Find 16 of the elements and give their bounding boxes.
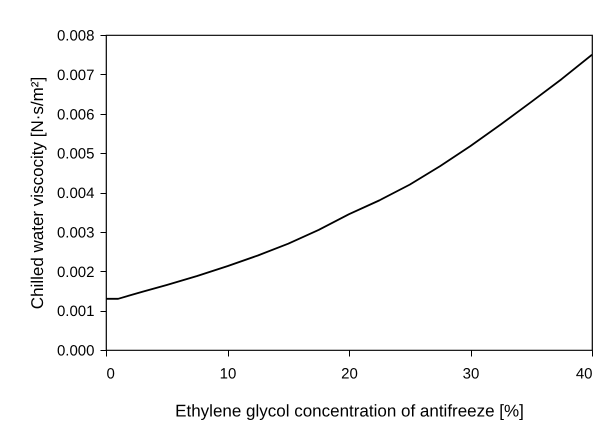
y-axis-title: Chilled water viscocity [N·s/m²] [28, 76, 47, 310]
y-tick-label: 0.002 [56, 264, 94, 281]
x-axis-title: Ethylene glycol concentration of antifreeze [%] [175, 402, 524, 420]
y-tick-label: 0.003 [56, 224, 94, 242]
x-tick-label: 40 [576, 366, 592, 382]
x-tick-label: 0 [106, 366, 115, 382]
x-tick-label: 30 [462, 366, 480, 382]
x-tick-label: 10 [220, 366, 236, 382]
x-tick-label: 20 [341, 366, 358, 382]
y-tick-label: 0.000 [56, 342, 94, 360]
y-tick-label: 0.001 [56, 303, 94, 320]
y-tick-label: 0.008 [56, 28, 94, 44]
y-tick-label: 0.004 [56, 185, 94, 202]
y-tick-label: 0.007 [56, 66, 94, 84]
y-tick-label: 0.005 [56, 146, 94, 163]
y-tick-label: 0.006 [56, 106, 94, 124]
